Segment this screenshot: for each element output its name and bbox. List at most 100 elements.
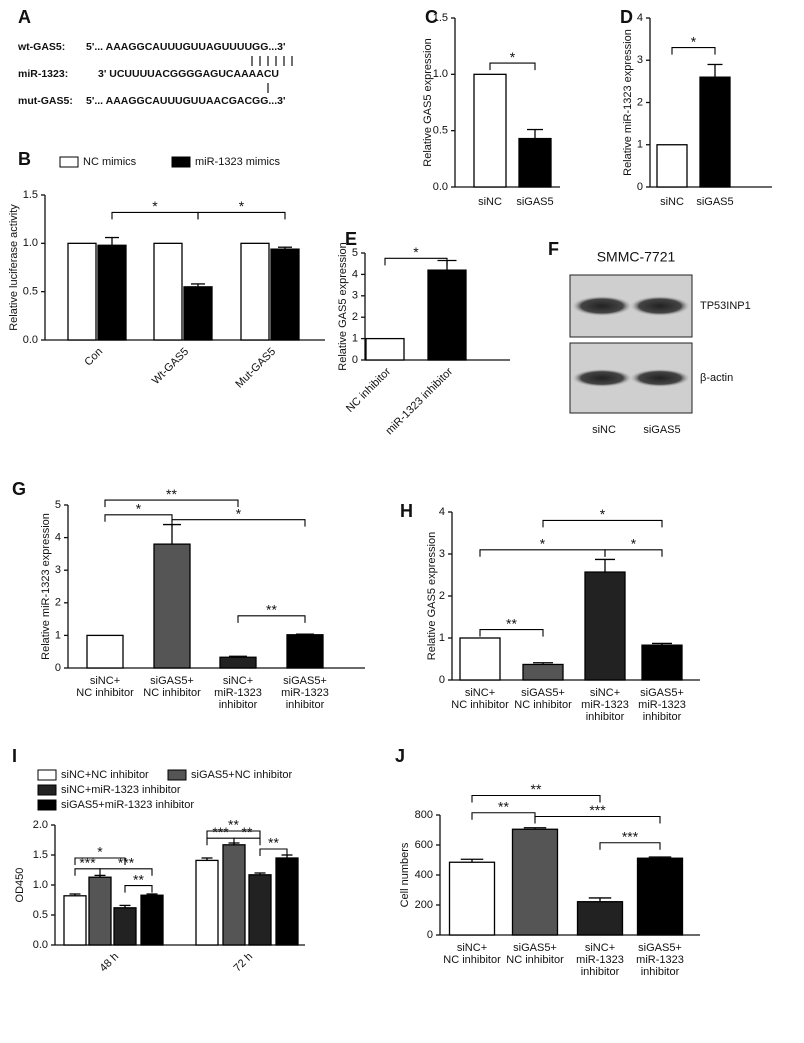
significance-bracket [99, 868, 153, 876]
significance-label: ** [242, 824, 253, 840]
y-tick-label: 1.5 [33, 849, 48, 861]
y-axis-label: Relative miR-1323 expression [622, 29, 634, 176]
pairing-lines [251, 56, 293, 93]
y-tick-label: 0.5 [433, 125, 448, 137]
x-tick-label: NC inhibitor [506, 954, 564, 966]
y-tick-label: 0.5 [33, 909, 48, 921]
panel-letter: F [548, 239, 559, 259]
x-tick-label: miR-1323 [581, 699, 629, 711]
bar [286, 634, 324, 669]
y-tick-label: 600 [415, 839, 433, 851]
lane-label: siNC [592, 424, 616, 436]
significance-bracket [259, 848, 288, 856]
y-tick-label: 0 [427, 929, 433, 941]
significance-label: * [97, 844, 103, 860]
significance-label: ** [228, 817, 239, 833]
legend-swatch [37, 799, 57, 811]
bar [427, 269, 467, 361]
bar [248, 874, 272, 946]
bar [240, 242, 270, 341]
significance-label: * [540, 536, 546, 552]
y-tick-label: 4 [55, 532, 61, 544]
y-tick-label: 1 [55, 629, 61, 641]
significance-label: * [600, 506, 606, 522]
significance-label: ** [133, 871, 144, 887]
y-tick-label: 4 [352, 268, 358, 280]
legend-label: siNC+miR-1323 inhibitor [61, 784, 181, 796]
x-tick-label: siNC [478, 196, 502, 208]
x-tick-label: miR-1323 [636, 954, 684, 966]
significance-label: * [152, 198, 158, 214]
significance-bracket [471, 794, 601, 803]
x-tick-label: siNC+ [465, 687, 495, 699]
y-axis-label: Relative luciferase activity [8, 204, 20, 331]
significance-bracket [384, 257, 448, 266]
band-label: β-actin [700, 372, 733, 384]
y-axis-label: Cell numbers [399, 842, 411, 907]
significance-label: * [136, 500, 142, 516]
x-tick-label: siGAS5+ [521, 687, 565, 699]
y-axis-label: Relative GAS5 expression [422, 38, 434, 166]
legend-swatch [59, 156, 79, 168]
x-tick-label: NC inhibitor [514, 699, 572, 711]
x-tick-label: NC inhibitor [344, 365, 393, 414]
blot-band [630, 296, 690, 316]
bar [222, 844, 246, 946]
x-tick-label: Con [82, 346, 105, 369]
significance-bracket [74, 857, 126, 865]
significance-label: ** [266, 602, 277, 618]
panel-letter: E [345, 229, 357, 249]
y-tick-label: 5 [55, 499, 61, 511]
x-tick-label: siGAS5+ [283, 675, 327, 687]
x-tick-label: NC inhibitor [443, 954, 501, 966]
bar [153, 543, 191, 669]
bar [63, 895, 87, 946]
x-tick-label: inhibitor [581, 966, 620, 978]
y-tick-label: 2 [637, 96, 643, 108]
seq: 5'... AAAGGCAUUUGUUAGUUUUGG...3' [86, 41, 285, 53]
bar [459, 637, 501, 681]
bar [67, 242, 97, 341]
bar [511, 828, 559, 936]
x-tick-label: siGAS5+ [638, 942, 682, 954]
significance-label: *** [622, 828, 639, 844]
significance-label: * [413, 244, 419, 260]
significance-label: ** [166, 486, 177, 502]
y-tick-label: 2 [439, 590, 445, 602]
x-tick-label: miR-1323 inhibitor [384, 365, 456, 437]
y-tick-label: 3 [352, 290, 358, 302]
bar [195, 859, 219, 946]
significance-label: * [691, 33, 697, 49]
x-tick-label: miR-1323 [214, 687, 262, 699]
legend-label: siGAS5+NC inhibitor [191, 769, 293, 781]
significance-bracket [206, 830, 261, 838]
bar [219, 656, 257, 669]
bar [275, 857, 299, 946]
significance-label: ** [498, 798, 509, 814]
legend-label: NC mimics [83, 156, 137, 168]
y-tick-label: 3 [439, 548, 445, 560]
bar [270, 248, 300, 341]
blot-band [572, 296, 632, 316]
bar [448, 861, 496, 936]
y-axis-label: Relative GAS5 expression [426, 532, 438, 660]
bar [699, 76, 731, 188]
bar [113, 907, 137, 946]
significance-bracket [104, 514, 173, 522]
x-tick-label: 72 h [232, 951, 256, 975]
y-tick-label: 400 [415, 869, 433, 881]
seq-name: mut-GAS5: [18, 95, 73, 107]
y-axis-label: Relative miR-1323 expression [40, 513, 52, 660]
panel-letter: H [400, 501, 413, 521]
y-tick-label: 0.0 [433, 181, 448, 193]
x-tick-label: 48 h [98, 951, 122, 975]
x-tick-label: NC inhibitor [76, 687, 134, 699]
bar [183, 286, 213, 341]
x-tick-label: siNC+ [590, 687, 620, 699]
y-tick-label: 0.0 [23, 334, 38, 346]
y-axis-label: OD450 [14, 868, 26, 903]
x-tick-label: inhibitor [586, 711, 625, 723]
legend-swatch [171, 156, 191, 168]
significance-bracket [197, 211, 286, 220]
x-tick-label: siGAS5+ [150, 675, 194, 687]
